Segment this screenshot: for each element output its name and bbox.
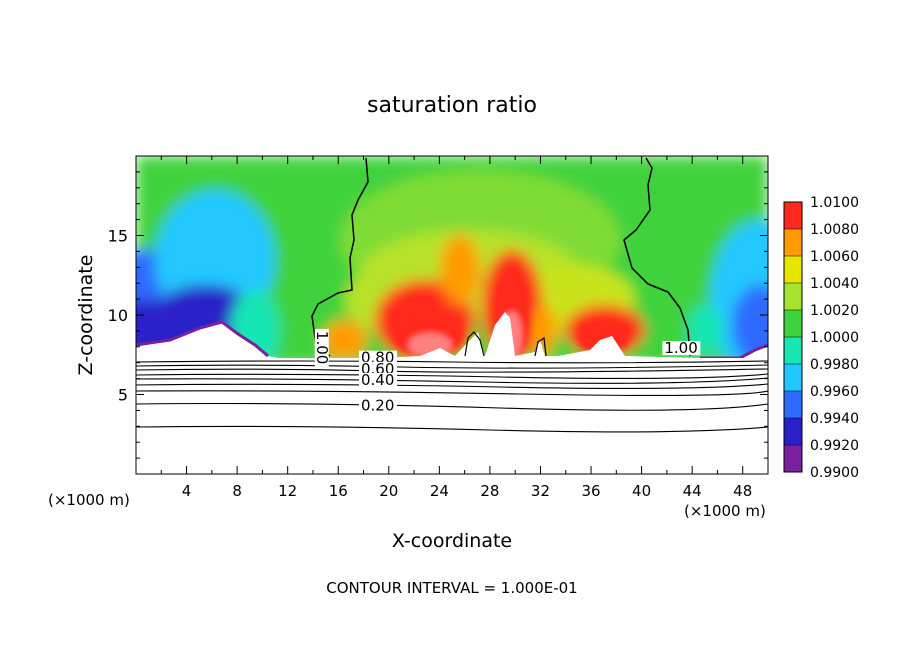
colorbar-swatch xyxy=(784,391,802,418)
y-axis: 5 10 15 xyxy=(108,171,768,459)
x-unit-left: (×1000 m) xyxy=(48,491,130,509)
contour-label: 0.40 xyxy=(361,371,394,389)
contour-1.00-left xyxy=(311,157,369,357)
colorbar-swatch xyxy=(784,202,802,229)
x-tick-label: 48 xyxy=(733,482,752,500)
contour-label-bg xyxy=(358,372,397,387)
x-tick-label: 24 xyxy=(430,482,449,500)
colorbar: 0.9900 0.9920 0.9940 0.9960 0.9980 1.0000 1.00… xyxy=(783,195,859,481)
contour-1.00-right xyxy=(623,157,691,357)
colorbar-label: 0.9960 xyxy=(810,384,859,400)
x-unit-right: (×1000 m) xyxy=(684,502,766,520)
colorbar-label: 0.9900 xyxy=(810,465,859,481)
colorbar-label: 0.9980 xyxy=(810,357,859,373)
x-tick-label: 40 xyxy=(632,482,651,500)
x-tick-label: 28 xyxy=(480,482,499,500)
contour-interval-note: CONTOUR INTERVAL = 1.000E-01 xyxy=(326,579,577,597)
x-tick-label: 4 xyxy=(182,482,192,500)
colorbar-label: 1.0080 xyxy=(810,222,859,238)
colorbar-swatch xyxy=(784,445,802,472)
colorbar-label: 1.0100 xyxy=(810,195,859,211)
x-axis-label: X-coordinate xyxy=(392,530,512,552)
x-tick-label: 20 xyxy=(379,482,398,500)
x-axis: 4 8 12 16 20 24 28 32 36 40 44 48 xyxy=(160,156,752,500)
x-tick-label: 16 xyxy=(329,482,348,500)
colorbar-swatch xyxy=(784,256,802,283)
colorbar-swatch xyxy=(784,283,802,310)
x-tick-label: 12 xyxy=(278,482,297,500)
y-tick-label: 5 xyxy=(118,386,128,405)
x-tick-label: 32 xyxy=(531,482,550,500)
x-tick-label: 8 xyxy=(232,482,242,500)
plot-area xyxy=(136,156,768,474)
colorbar-label: 0.9920 xyxy=(810,438,859,454)
colorbar-swatch xyxy=(784,337,802,364)
contour-label-bg xyxy=(358,398,397,413)
colorbar-label: 1.0040 xyxy=(810,276,859,292)
colorbar-swatch xyxy=(784,229,802,256)
contour-label: 1.00 xyxy=(664,339,697,357)
contour-label-bg xyxy=(314,328,329,367)
colorbar-swatch xyxy=(784,310,802,337)
colorbar-swatch xyxy=(784,364,802,391)
colorbar-label: 1.0000 xyxy=(810,330,859,346)
colorbar-label: 0.9940 xyxy=(810,411,859,427)
x-tick-label: 44 xyxy=(683,482,702,500)
colorbar-label: 1.0020 xyxy=(810,303,859,319)
chart-title: saturation ratio xyxy=(367,93,537,118)
x-tick-label: 36 xyxy=(581,482,600,500)
contour-labels: 1.00 1.000.800.600.400.20 xyxy=(313,328,701,414)
contour-label: 0.20 xyxy=(361,396,394,414)
y-axis-label: Z-coordinate xyxy=(75,255,97,376)
y-tick-label: 15 xyxy=(108,227,128,246)
colorbar-label: 1.0060 xyxy=(810,249,859,265)
contour-label: 1.00 xyxy=(313,331,331,364)
colorbar-swatch xyxy=(784,418,802,445)
low-level-contours xyxy=(136,360,768,433)
contour-label-bg xyxy=(358,361,397,376)
contour-label-bg xyxy=(662,341,701,356)
y-tick-label: 10 xyxy=(108,306,128,325)
contour-label-bg xyxy=(358,350,397,365)
